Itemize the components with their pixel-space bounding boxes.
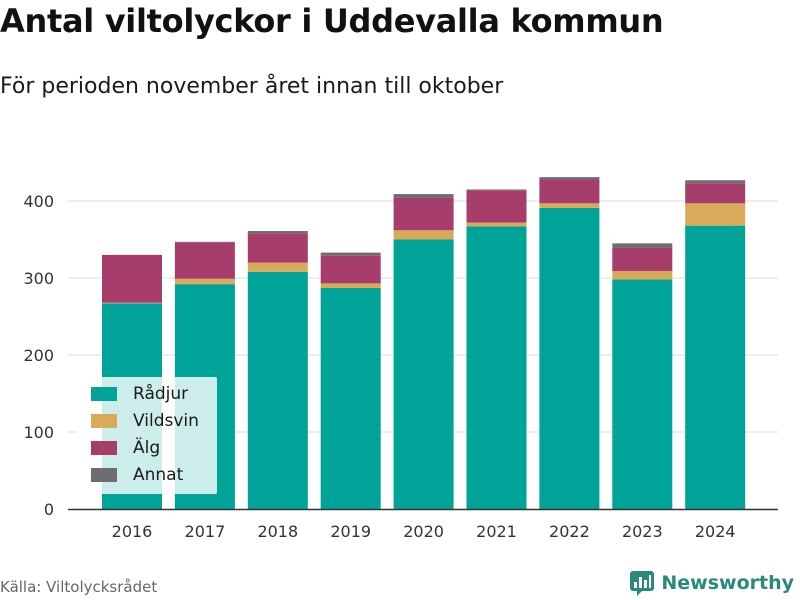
x-tick-label: 2019 — [330, 522, 371, 541]
y-tick-label: 200 — [23, 346, 54, 365]
x-tick-label: 2022 — [549, 522, 590, 541]
y-tick-label: 100 — [23, 423, 54, 442]
x-tick-label: 2024 — [695, 522, 736, 541]
bar-segment[interactable] — [320, 255, 381, 284]
legend-item-vildsvin: Vildsvin — [91, 410, 199, 432]
bar-segment[interactable] — [612, 271, 673, 280]
x-tick-label: 2023 — [622, 522, 663, 541]
legend-swatch-vildsvin — [91, 414, 117, 428]
legend-item-radjur: Rådjur — [91, 383, 188, 405]
bar-segment[interactable] — [539, 207, 600, 509]
bar-segment[interactable] — [685, 225, 746, 509]
legend-label-vildsvin: Vildsvin — [133, 411, 199, 431]
bar-segment[interactable] — [685, 183, 746, 204]
bar-segment[interactable] — [466, 226, 527, 509]
source-note: Källa: Viltolycksrådet — [0, 578, 158, 596]
legend-swatch-alg — [91, 441, 117, 455]
bar-segment[interactable] — [247, 271, 308, 509]
legend-label-radjur: Rådjur — [133, 384, 189, 404]
bar-segment[interactable] — [174, 242, 235, 279]
bar-segment[interactable] — [393, 194, 454, 198]
y-tick-label: 0 — [44, 500, 54, 519]
bar-segment[interactable] — [466, 222, 527, 227]
x-tick-label: 2018 — [257, 522, 298, 541]
bar-segment[interactable] — [612, 247, 673, 272]
bar-segment[interactable] — [174, 278, 235, 285]
bar-segment[interactable] — [320, 288, 381, 509]
bar-chart-logo-icon — [630, 571, 655, 596]
bar-segment[interactable] — [393, 239, 454, 510]
legend-label-annat: Annat — [133, 465, 184, 485]
chart-legend: Rådjur Vildsvin Älg Annat — [75, 377, 217, 494]
bar-segment[interactable] — [466, 190, 527, 223]
bar-segment[interactable] — [102, 254, 162, 303]
y-tick-label: 400 — [23, 192, 54, 211]
bar-segment[interactable] — [393, 230, 454, 240]
chart-subtitle: För perioden november året innan till ok… — [0, 74, 504, 99]
bar-segment[interactable] — [247, 262, 308, 272]
x-tick-label: 2020 — [403, 522, 444, 541]
x-tick-label: 2021 — [476, 522, 517, 541]
bar-segment[interactable] — [539, 203, 600, 208]
bar-segment[interactable] — [612, 279, 673, 509]
legend-swatch-annat — [91, 468, 117, 482]
brand-logo[interactable]: Newsworthy — [629, 570, 794, 596]
bar-segment[interactable] — [320, 283, 381, 289]
bar-segment[interactable] — [247, 233, 308, 263]
bar-segment[interactable] — [685, 203, 746, 226]
chart-title: Antal viltolyckor i Uddevalla kommun — [0, 2, 664, 40]
legend-swatch-radjur — [91, 387, 117, 401]
x-tick-label: 2017 — [185, 522, 226, 541]
bar-segment[interactable] — [685, 180, 746, 184]
bar-segment[interactable] — [174, 241, 235, 243]
bar-segment[interactable] — [539, 177, 600, 180]
x-tick-label: 2016 — [112, 522, 153, 541]
bar-segment[interactable] — [612, 243, 673, 248]
bar-segment[interactable] — [320, 252, 381, 256]
legend-label-alg: Älg — [133, 438, 161, 458]
bar-segment[interactable] — [539, 179, 600, 204]
legend-item-annat: Annat — [91, 464, 183, 486]
bar-segment[interactable] — [393, 197, 454, 231]
bar-segment[interactable] — [247, 231, 308, 234]
y-tick-label: 300 — [23, 269, 54, 288]
legend-item-alg: Älg — [91, 437, 160, 459]
bar-segment[interactable] — [466, 189, 527, 191]
brand-name: Newsworthy — [661, 572, 794, 594]
bar-segment[interactable] — [102, 302, 162, 304]
